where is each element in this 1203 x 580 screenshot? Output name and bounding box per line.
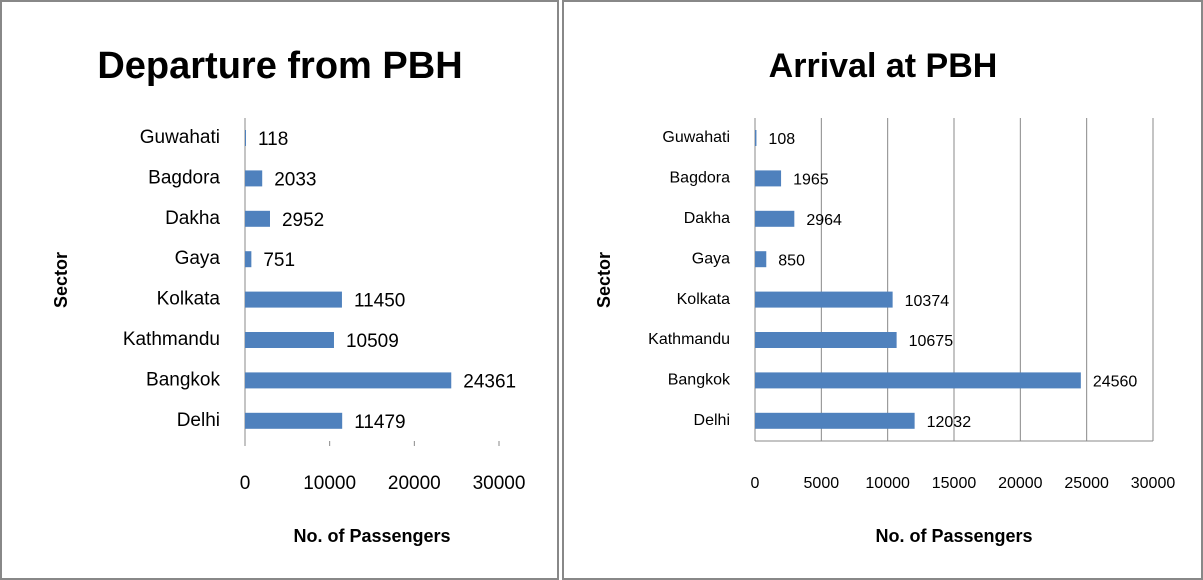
chart-title: Departure from PBH (97, 45, 462, 87)
bar (755, 251, 767, 268)
y-axis-label: Sector (594, 252, 614, 308)
x-axis-label: No. of Passengers (293, 526, 450, 546)
data-label: 850 (778, 252, 805, 269)
y-tick-label: Gaya (175, 248, 221, 269)
x-tick-label: 10000 (865, 475, 910, 492)
x-tick-label: 25000 (1064, 475, 1109, 492)
data-label: 24361 (463, 371, 516, 392)
bar (755, 332, 897, 348)
data-label: 10675 (909, 333, 954, 350)
data-label: 2964 (806, 212, 842, 229)
bar (755, 130, 757, 146)
data-label: 11479 (354, 412, 405, 433)
data-label: 2952 (282, 210, 324, 231)
bar (245, 210, 270, 227)
bar (245, 251, 252, 268)
x-tick-label: 15000 (932, 475, 977, 492)
data-label: 108 (768, 131, 795, 148)
bar (245, 130, 246, 146)
y-tick-label: Bangkok (146, 369, 220, 390)
x-tick-label: 5000 (804, 475, 840, 492)
data-label: 11450 (354, 291, 405, 312)
y-tick-label: Bagdora (148, 167, 220, 188)
chart-title: Arrival at PBH (769, 47, 998, 85)
bar (245, 372, 452, 389)
data-label: 10509 (346, 331, 399, 352)
y-tick-label: Kathmandu (648, 331, 730, 348)
data-label: 1965 (793, 172, 829, 189)
data-label: 118 (258, 129, 288, 150)
bar (755, 372, 1081, 389)
bar (755, 170, 782, 187)
bar (755, 210, 795, 227)
data-label: 10374 (905, 293, 950, 310)
y-axis-label: Sector (51, 252, 71, 308)
x-tick-label: 0 (240, 473, 251, 494)
y-tick-label: Bagdora (670, 170, 731, 187)
x-axis-label: No. of Passengers (875, 526, 1032, 546)
y-tick-label: Guwahati (140, 127, 220, 148)
bar (245, 412, 343, 429)
data-label: 751 (263, 250, 295, 271)
bar (245, 170, 263, 187)
bar (245, 291, 342, 308)
y-tick-label: Dakha (165, 208, 220, 229)
y-tick-label: Bangkok (668, 372, 731, 389)
bar (755, 291, 893, 308)
bar (755, 412, 915, 429)
x-tick-label: 20000 (388, 473, 441, 494)
y-tick-label: Guwahati (662, 129, 730, 146)
panel (562, 0, 1203, 580)
y-tick-label: Delhi (694, 412, 730, 429)
y-tick-label: Kolkata (157, 289, 221, 310)
x-tick-label: 0 (751, 475, 760, 492)
data-label: 2033 (274, 169, 316, 190)
x-tick-label: 20000 (998, 475, 1043, 492)
y-tick-label: Kolkata (677, 291, 730, 308)
y-tick-label: Kathmandu (123, 329, 220, 350)
panel (0, 0, 559, 580)
bar (245, 332, 334, 348)
x-tick-label: 30000 (473, 473, 526, 494)
y-tick-label: Gaya (692, 250, 730, 267)
y-tick-label: Dakha (684, 210, 730, 227)
y-tick-label: Delhi (177, 410, 220, 431)
data-label: 12032 (927, 414, 972, 431)
data-label: 24560 (1093, 374, 1138, 391)
x-tick-label: 30000 (1131, 475, 1176, 492)
x-tick-label: 10000 (303, 473, 356, 494)
